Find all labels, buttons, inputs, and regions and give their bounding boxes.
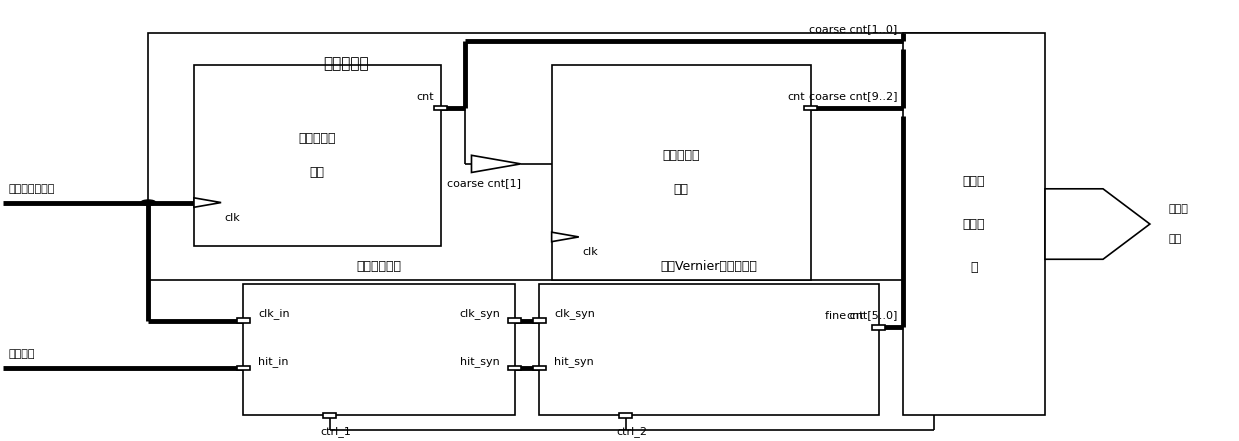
Circle shape bbox=[141, 200, 156, 205]
Text: cnt: cnt bbox=[846, 311, 864, 321]
Bar bbox=[195, 65, 441, 246]
Bar bbox=[323, 413, 337, 418]
Text: 第二级粗计: 第二级粗计 bbox=[663, 149, 700, 162]
Text: 时钟抽取单元: 时钟抽取单元 bbox=[357, 261, 401, 273]
Text: 时间戳: 时间戳 bbox=[963, 175, 985, 187]
Bar bbox=[237, 366, 250, 370]
Bar bbox=[533, 366, 546, 370]
Bar bbox=[237, 318, 250, 323]
Text: 数器: 数器 bbox=[674, 183, 689, 196]
Text: hit_in: hit_in bbox=[258, 355, 289, 366]
Text: hit_syn: hit_syn bbox=[460, 355, 499, 366]
Bar bbox=[903, 33, 1044, 415]
Text: clk: clk bbox=[224, 213, 240, 223]
Bar bbox=[533, 318, 546, 323]
Text: 数器: 数器 bbox=[310, 166, 325, 179]
Bar bbox=[508, 366, 522, 370]
Text: clk_in: clk_in bbox=[258, 308, 290, 319]
Text: ctrl_2: ctrl_2 bbox=[616, 426, 647, 437]
Text: 时间戳: 时间戳 bbox=[1168, 204, 1188, 214]
Text: 粗计数时钟信号: 粗计数时钟信号 bbox=[9, 184, 56, 194]
Bar bbox=[872, 325, 886, 329]
Polygon shape bbox=[551, 232, 579, 242]
Text: ctrl_1: ctrl_1 bbox=[321, 426, 351, 437]
Text: clk: clk bbox=[582, 247, 598, 257]
Text: 被测信号: 被测信号 bbox=[9, 349, 36, 359]
Text: coarse cnt[1..0]: coarse cnt[1..0] bbox=[809, 25, 897, 34]
Text: hit_syn: hit_syn bbox=[554, 355, 593, 366]
Text: 第一级粗计: 第一级粗计 bbox=[299, 131, 336, 145]
Polygon shape bbox=[195, 198, 221, 207]
Polygon shape bbox=[1044, 189, 1150, 259]
Text: 组合单: 组合单 bbox=[963, 217, 985, 231]
Bar bbox=[508, 318, 522, 323]
Text: 粗计数单元: 粗计数单元 bbox=[323, 56, 368, 71]
Bar bbox=[539, 284, 878, 415]
Text: clk_syn: clk_syn bbox=[554, 308, 595, 319]
Text: cnt: cnt bbox=[416, 92, 435, 102]
Text: 元: 元 bbox=[970, 261, 978, 273]
Text: 单步Vernier细计数单元: 单步Vernier细计数单元 bbox=[660, 261, 757, 273]
Text: coarse cnt[9..2]: coarse cnt[9..2] bbox=[809, 91, 897, 101]
Bar bbox=[620, 413, 632, 418]
Bar bbox=[149, 33, 1010, 280]
Bar bbox=[243, 284, 514, 415]
Text: coarse cnt[1]: coarse cnt[1] bbox=[447, 178, 520, 188]
Bar bbox=[804, 106, 818, 110]
Bar bbox=[551, 65, 810, 280]
Text: 结果: 结果 bbox=[1168, 234, 1182, 244]
Text: cnt: cnt bbox=[787, 92, 804, 102]
Text: clk_syn: clk_syn bbox=[458, 308, 499, 319]
Bar bbox=[434, 106, 447, 110]
Text: fine cnt[5..0]: fine cnt[5..0] bbox=[825, 310, 897, 320]
Polygon shape bbox=[472, 155, 520, 172]
